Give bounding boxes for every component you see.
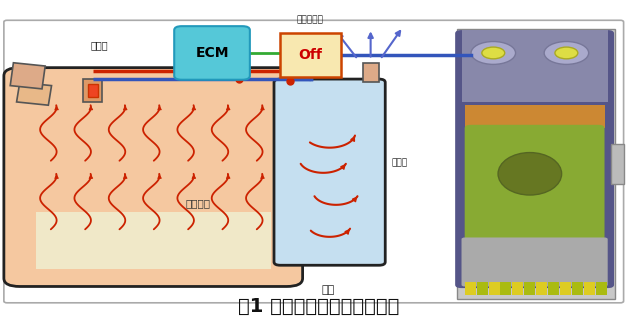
Bar: [524, 281, 535, 295]
Circle shape: [544, 42, 589, 64]
Bar: [462, 30, 608, 102]
Bar: [476, 281, 487, 295]
Bar: [584, 281, 595, 295]
Bar: [596, 281, 607, 295]
Polygon shape: [10, 63, 45, 89]
Circle shape: [555, 47, 578, 59]
Bar: [572, 281, 583, 295]
Text: 安全阀: 安全阀: [90, 40, 108, 50]
Text: 燃油蒸汽: 燃油蒸汽: [185, 198, 210, 208]
FancyBboxPatch shape: [4, 20, 624, 303]
FancyBboxPatch shape: [13, 218, 293, 281]
Bar: [363, 63, 379, 82]
Text: Off: Off: [299, 49, 322, 62]
FancyBboxPatch shape: [174, 26, 250, 80]
Circle shape: [482, 47, 505, 59]
FancyBboxPatch shape: [462, 237, 608, 286]
Circle shape: [471, 42, 515, 64]
FancyBboxPatch shape: [455, 30, 614, 288]
Bar: [501, 281, 512, 295]
Ellipse shape: [498, 153, 562, 195]
Bar: [548, 281, 559, 295]
Bar: [464, 105, 605, 128]
FancyBboxPatch shape: [280, 33, 341, 77]
Text: 碳罐: 碳罐: [322, 285, 334, 295]
Bar: [489, 281, 499, 295]
FancyBboxPatch shape: [4, 68, 303, 286]
Text: 通气口: 通气口: [392, 159, 408, 168]
Bar: [536, 281, 547, 295]
FancyBboxPatch shape: [464, 125, 605, 242]
Bar: [36, 212, 271, 269]
Polygon shape: [17, 82, 52, 105]
FancyBboxPatch shape: [274, 79, 385, 265]
Bar: [560, 281, 571, 295]
FancyBboxPatch shape: [457, 30, 615, 298]
Bar: [512, 281, 524, 295]
Text: 图1 燃油蒸汽控制系统原理图: 图1 燃油蒸汽控制系统原理图: [238, 297, 399, 316]
Text: 碳罐电磁阀: 碳罐电磁阀: [297, 15, 324, 24]
Bar: [83, 79, 103, 102]
Bar: [464, 281, 476, 295]
Bar: [88, 84, 98, 97]
Text: ECM: ECM: [196, 46, 229, 60]
Bar: [611, 144, 624, 184]
